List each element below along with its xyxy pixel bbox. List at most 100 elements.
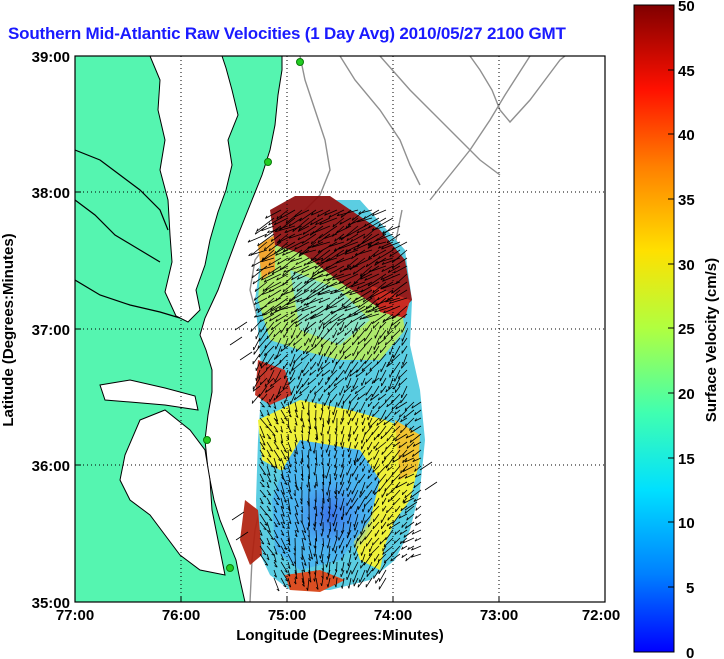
velocity-arrow: [338, 529, 345, 541]
velocity-arrow: [319, 313, 331, 324]
velocity-arrow-head: [368, 244, 372, 247]
grid-lines: [75, 56, 605, 602]
velocity-arrow-head: [369, 367, 372, 371]
velocity-arrow-head: [304, 327, 307, 331]
velocity-arrow: [400, 465, 408, 474]
velocity-arrow-head: [300, 477, 304, 481]
velocity-arrow-head: [288, 521, 292, 525]
velocity-arrow: [280, 441, 287, 453]
velocity-arrow-head: [266, 335, 269, 339]
velocity-arrow-head: [379, 349, 382, 353]
velocity-arrow: [355, 553, 359, 561]
velocity-arrow-head: [372, 413, 374, 417]
velocity-arrow: [365, 257, 380, 268]
velocity-arrow: [273, 553, 277, 563]
velocity-arrow-head: [347, 532, 349, 536]
velocity-arrow: [261, 393, 268, 401]
velocity-arrow-head: [310, 556, 313, 560]
velocity-arrow: [385, 425, 394, 436]
velocity-arrow: [335, 433, 338, 448]
velocity-arrow: [363, 209, 380, 220]
velocity-arrow: [283, 241, 303, 252]
velocity-arrow: [301, 233, 317, 244]
pamlico-sound: [119, 409, 226, 576]
velocity-arrow: [368, 241, 387, 247]
velocity-arrow-head: [333, 383, 336, 387]
velocity-arrow: [362, 417, 366, 426]
velocity-arrow-head: [276, 497, 280, 501]
velocity-arrow-head: [332, 277, 335, 281]
velocity-arrow: [320, 361, 331, 370]
velocity-arrow-head: [381, 531, 384, 535]
velocity-arrow-head: [296, 276, 300, 280]
velocity-arrow-head: [395, 294, 398, 297]
velocity-arrow: [266, 465, 271, 476]
velocity-arrow: [322, 417, 325, 427]
velocity-arrow: [309, 385, 317, 394]
velocity-arrow-head: [262, 288, 265, 292]
velocity-arrow-head: [264, 563, 268, 566]
velocity-arrow-head: [342, 350, 345, 354]
velocity-arrow: [256, 217, 275, 232]
velocity-arrow: [328, 241, 345, 248]
velocity-arrow: [404, 473, 415, 479]
velocity-arrow-head: [387, 269, 391, 273]
velocity-arrow-head: [271, 465, 275, 468]
velocity-arrow: [315, 425, 319, 440]
velocity-arrow-head: [335, 342, 338, 346]
velocity-arrow: [354, 457, 359, 466]
velocity-arrow: [266, 489, 272, 496]
velocity-arrow-head: [359, 316, 362, 320]
velocity-arrow-head: [294, 469, 297, 473]
velocity-arrow: [287, 473, 291, 483]
velocity-arrow-head: [347, 585, 350, 589]
velocity-arrow-head: [362, 316, 365, 320]
velocity-arrow-head: [391, 479, 393, 483]
velocity-arrow-head: [269, 519, 273, 522]
velocity-arrow: [263, 305, 282, 316]
velocity-arrow-head: [273, 470, 277, 474]
velocity-arrow-head: [365, 263, 368, 267]
velocity-arrow: [332, 505, 338, 518]
velocity-arrow-head: [415, 522, 418, 526]
velocity-arrow-head: [313, 417, 316, 421]
velocity-arrow: [395, 505, 401, 513]
velocity-arrow: [293, 265, 310, 275]
velocity-arrow: [267, 297, 282, 305]
velocity-arrow: [375, 297, 394, 306]
velocity-arrow: [294, 497, 299, 508]
velocity-arrow: [266, 473, 272, 483]
velocity-arrow-head: [362, 299, 365, 303]
velocity-arrow-head: [301, 240, 304, 244]
velocity-arrow: [381, 529, 387, 535]
velocity-arrow: [374, 529, 380, 537]
velocity-arrow: [234, 321, 248, 331]
velocity-arrow-head: [302, 584, 305, 587]
velocity-arrow: [327, 425, 331, 435]
velocity-arrow: [253, 289, 268, 301]
velocity-arrow: [257, 297, 275, 313]
velocity-arrow-head: [328, 214, 331, 218]
velocity-arrow-head: [305, 350, 308, 354]
velocity-arrow: [365, 385, 373, 396]
velocity-arrow-head: [326, 431, 329, 435]
velocity-arrow: [336, 209, 359, 217]
velocity-arrow-head: [334, 491, 336, 495]
velocity-arrow: [254, 297, 268, 306]
velocity-arrow: [346, 497, 352, 506]
velocity-arrow: [368, 545, 380, 557]
velocity-arrow-head: [312, 450, 315, 454]
velocity-arrow: [299, 209, 317, 222]
velocity-arrow: [378, 561, 387, 575]
velocity-arrow-head: [368, 255, 371, 259]
velocity-arrow: [372, 209, 387, 217]
velocity-arrow-head: [274, 574, 277, 578]
velocity-arrow: [266, 545, 275, 556]
velocity-arrow-head: [288, 449, 292, 452]
velocity-arrow: [378, 577, 387, 590]
velocity-arrow: [293, 337, 303, 346]
velocity-arrow: [303, 345, 310, 355]
velocity-arrow-head: [327, 376, 329, 380]
velocity-arrow-head: [333, 464, 336, 469]
velocity-arrow: [360, 353, 366, 363]
